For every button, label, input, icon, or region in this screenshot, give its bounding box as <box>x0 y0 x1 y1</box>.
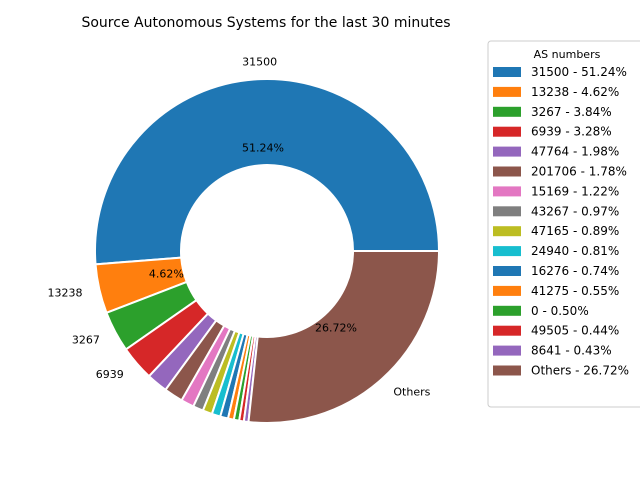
slices-layer <box>94 78 440 424</box>
slice-pct-label-13238: 4.62% <box>149 267 184 280</box>
slice-others <box>247 250 440 424</box>
legend-entry-8641: 8641 - 0.43% <box>531 344 612 358</box>
legend-swatch-3267 <box>493 106 521 117</box>
legend-frame <box>487 40 640 408</box>
legend-entry-47165: 47165 - 0.89% <box>531 224 619 238</box>
legend-entry-6939: 6939 - 3.28% <box>531 125 612 139</box>
slice-label-6939: 6939 <box>96 368 124 381</box>
legend-swatch-0 <box>493 305 521 316</box>
legend-swatch-201706 <box>493 166 521 177</box>
legend-entry-31500: 31500 - 51.24% <box>531 65 627 79</box>
legend-entry-24940: 24940 - 0.81% <box>531 244 619 258</box>
legend-entry-16276: 16276 - 0.74% <box>531 264 619 278</box>
legend-entry-0: 0 - 0.50% <box>531 304 589 318</box>
legend-entry-3267: 3267 - 3.84% <box>531 105 612 119</box>
legend-entry-43267: 43267 - 0.97% <box>531 204 619 218</box>
legend-swatch-41275 <box>493 285 521 296</box>
legend-title: AS numbers <box>534 48 601 61</box>
legend-swatch-49505 <box>493 325 521 336</box>
slice-label-others: Others <box>393 385 430 398</box>
legend-swatch-others <box>493 365 521 376</box>
slice-label-13238: 13238 <box>47 286 82 299</box>
legend-entry-13238: 13238 - 4.62% <box>531 85 619 99</box>
legend-swatch-16276 <box>493 266 521 276</box>
legend-swatch-15169 <box>493 186 521 197</box>
slice-label-31500: 31500 <box>242 55 277 68</box>
legend-entry-47764: 47764 - 1.98% <box>531 145 619 159</box>
legend-swatch-13238 <box>493 86 521 97</box>
legend-entry-49505: 49505 - 0.44% <box>531 324 619 338</box>
legend-items: 31500 - 51.24% 13238 - 4.62% 3267 - 3.84% 6… <box>493 65 629 378</box>
chart-title: Source Autonomous Systems for the last 3… <box>81 15 450 31</box>
slice-pct-label-others: 26.72% <box>315 321 357 334</box>
legend-entry-201706: 201706 - 1.78% <box>531 165 627 179</box>
legend-swatch-6939 <box>493 126 521 137</box>
legend-entry-41275: 41275 - 0.55% <box>531 284 619 298</box>
legend-entry-15169: 15169 - 1.22% <box>531 184 619 198</box>
legend-swatch-24940 <box>493 246 521 257</box>
legend-swatch-43267 <box>493 206 521 217</box>
labels-layer: 31500 51.24% 13238 4.62% 3267 6939 Others 26.72… <box>47 55 430 398</box>
slice-31500 <box>94 78 440 266</box>
legend-swatch-8641 <box>493 345 521 356</box>
legend-swatch-47764 <box>493 146 521 157</box>
legend: AS numbers 31500 - 51.24% 13238 - 4.62% 32… <box>487 40 640 408</box>
slice-label-3267: 3267 <box>72 333 100 346</box>
legend-swatch-31500 <box>493 67 521 77</box>
legend-swatch-47165 <box>493 226 521 237</box>
legend-entry-others: Others - 26.72% <box>531 364 629 378</box>
slice-pct-label-31500: 51.24% <box>242 141 284 154</box>
